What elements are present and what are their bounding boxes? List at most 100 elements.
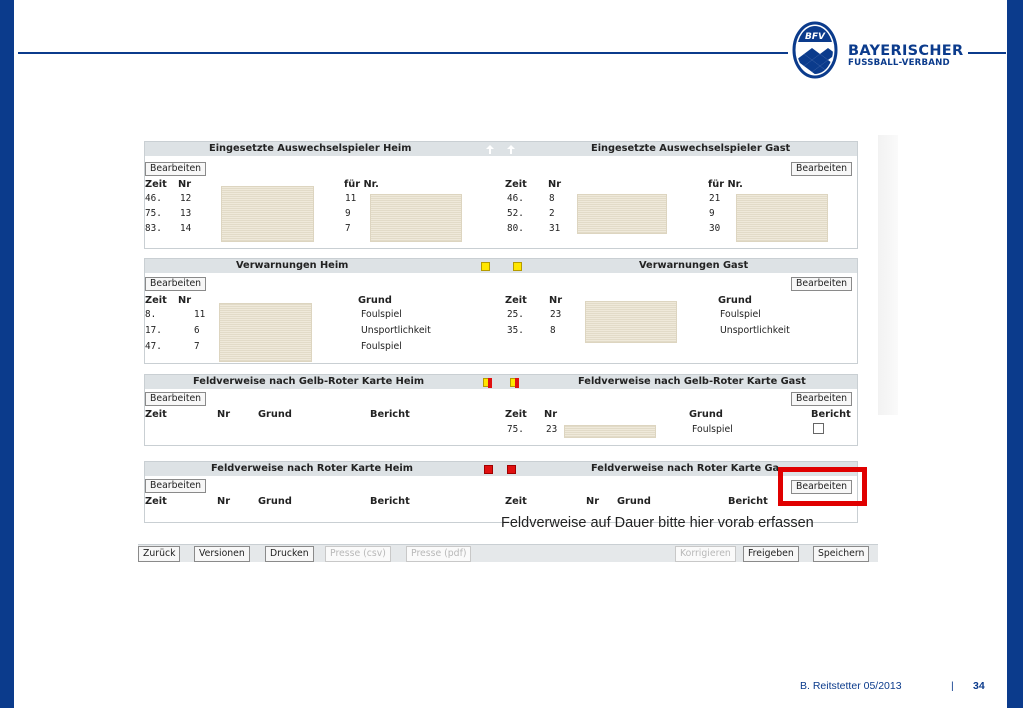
- col-bericht: Bericht: [370, 409, 410, 420]
- embedded-screenshot: Eingesetzte Auswechselspieler Heim Einge…: [134, 135, 898, 571]
- table-cell: Foulspiel: [361, 309, 402, 320]
- table-cell: 30: [709, 223, 721, 234]
- brand-name: BAYERISCHER: [848, 43, 964, 59]
- col-grund: Grund: [258, 409, 292, 420]
- press-csv-button[interactable]: Presse (csv): [325, 546, 391, 562]
- table-cell: 52.: [507, 208, 524, 219]
- section-title-warn-home: Verwarnungen Heim: [236, 260, 349, 271]
- col-nr: Nr: [178, 295, 192, 306]
- table-cell: 83.: [145, 223, 162, 234]
- yellow-red-card-icon: [483, 378, 492, 388]
- table-cell: 75.: [145, 208, 162, 219]
- table-cell: 13: [180, 208, 192, 219]
- col-fuer-nr: für Nr.: [708, 179, 743, 190]
- edit-gelbrot-guest-button[interactable]: Bearbeiten: [791, 392, 853, 406]
- redacted-names: [585, 301, 677, 343]
- section-warnings: Verwarnungen Heim Verwarnungen Gast Bear…: [144, 258, 858, 364]
- table-cell: 31: [549, 223, 561, 234]
- table-cell: 9: [345, 208, 351, 219]
- versions-button[interactable]: Versionen: [194, 546, 250, 562]
- right-accent-bar: [1007, 0, 1023, 708]
- table-cell: Unsportlichkeit: [361, 325, 431, 336]
- col-nr: Nr: [549, 295, 563, 306]
- table-cell: 17.: [145, 325, 162, 336]
- press-pdf-button[interactable]: Presse (pdf): [406, 546, 472, 562]
- table-cell: 12: [180, 193, 192, 204]
- section-title-subs-home: Eingesetzte Auswechselspieler Heim: [209, 143, 412, 154]
- edit-warn-guest-button[interactable]: Bearbeiten: [791, 277, 853, 291]
- edit-rot-guest-button[interactable]: Bearbeiten: [791, 480, 853, 494]
- correct-button[interactable]: Korrigieren: [675, 546, 736, 562]
- section-title-gelbrot-guest: Feldverweise nach Gelb-Roter Karte Gast: [578, 376, 806, 387]
- table-cell: Foulspiel: [361, 341, 402, 352]
- table-cell: 7: [194, 341, 200, 352]
- edit-gelbrot-home-button[interactable]: Bearbeiten: [145, 392, 207, 406]
- footer-separator: |: [951, 680, 954, 692]
- table-cell: 8: [550, 325, 556, 336]
- section-header: [145, 259, 857, 273]
- section-title-rot-guest: Feldverweise nach Roter Karte Ga: [591, 463, 780, 474]
- section-title-warn-guest: Verwarnungen Gast: [639, 260, 749, 271]
- bfv-logo: BFV BAYERISCHER FUSSBALL-VERBAND: [790, 14, 968, 88]
- table-cell: 46.: [145, 193, 162, 204]
- col-fuer-nr: für Nr.: [344, 179, 379, 190]
- col-nr: Nr: [217, 496, 231, 507]
- table-cell: Foulspiel: [692, 424, 733, 435]
- edit-warn-home-button[interactable]: Bearbeiten: [145, 277, 207, 291]
- red-card-icon: [507, 465, 516, 474]
- edit-subs-guest-button[interactable]: Bearbeiten: [791, 162, 853, 176]
- red-card-icon: [484, 465, 493, 474]
- back-button[interactable]: Zurück: [138, 546, 181, 562]
- release-button[interactable]: Freigeben: [743, 546, 799, 562]
- col-bericht: Bericht: [370, 496, 410, 507]
- section-title-subs-guest: Eingesetzte Auswechselspieler Gast: [591, 143, 791, 154]
- header-rule-right: [968, 52, 1006, 54]
- col-zeit: Zeit: [505, 295, 527, 306]
- table-cell: 8: [549, 193, 555, 204]
- col-grund: Grund: [617, 496, 651, 507]
- edit-rot-home-button[interactable]: Bearbeiten: [145, 479, 207, 493]
- table-cell: 23: [546, 424, 558, 435]
- callout-highlight-box: [778, 467, 867, 506]
- table-cell: 11: [194, 309, 206, 320]
- section-header: [145, 142, 857, 156]
- swap-down-icon: [507, 145, 515, 154]
- col-zeit: Zeit: [145, 295, 167, 306]
- table-cell: 9: [709, 208, 715, 219]
- col-zeit: Zeit: [145, 179, 167, 190]
- col-bericht: Bericht: [728, 496, 768, 507]
- table-cell: 21: [709, 193, 721, 204]
- table-cell: Unsportlichkeit: [720, 325, 790, 336]
- print-button[interactable]: Drucken: [265, 546, 314, 562]
- table-cell: 6: [194, 325, 200, 336]
- table-cell: 46.: [507, 193, 524, 204]
- table-cell: 14: [180, 223, 192, 234]
- bfv-shield-icon: BFV: [792, 21, 838, 79]
- save-button[interactable]: Speichern: [813, 546, 870, 562]
- header-rule-left: [18, 52, 788, 54]
- redacted-names: [370, 194, 462, 242]
- col-zeit: Zeit: [145, 496, 167, 507]
- table-cell: Foulspiel: [720, 309, 761, 320]
- table-cell: 75.: [507, 424, 524, 435]
- left-accent-bar: [0, 0, 14, 708]
- table-cell: 8.: [145, 309, 157, 320]
- section-header: [145, 375, 857, 389]
- table-cell: 47.: [145, 341, 162, 352]
- callout-note: Feldverweise auf Dauer bitte hier vorab …: [501, 515, 814, 531]
- col-zeit: Zeit: [505, 179, 527, 190]
- section-title-rot-home: Feldverweise nach Roter Karte Heim: [211, 463, 413, 474]
- table-cell: 2: [549, 208, 555, 219]
- section-yellow-red: Feldverweise nach Gelb-Roter Karte Heim …: [144, 374, 858, 446]
- col-nr: Nr: [217, 409, 231, 420]
- yellow-card-icon: [513, 262, 522, 271]
- section-red: Feldverweise nach Roter Karte Heim Feldv…: [144, 461, 858, 523]
- col-zeit: Zeit: [505, 496, 527, 507]
- bericht-checkbox[interactable]: [813, 423, 824, 434]
- col-grund: Grund: [258, 496, 292, 507]
- col-bericht: Bericht: [811, 409, 851, 420]
- edit-subs-home-button[interactable]: Bearbeiten: [145, 162, 207, 176]
- col-nr: Nr: [548, 179, 562, 190]
- section-title-gelbrot-home: Feldverweise nach Gelb-Roter Karte Heim: [193, 376, 425, 387]
- col-grund: Grund: [689, 409, 723, 420]
